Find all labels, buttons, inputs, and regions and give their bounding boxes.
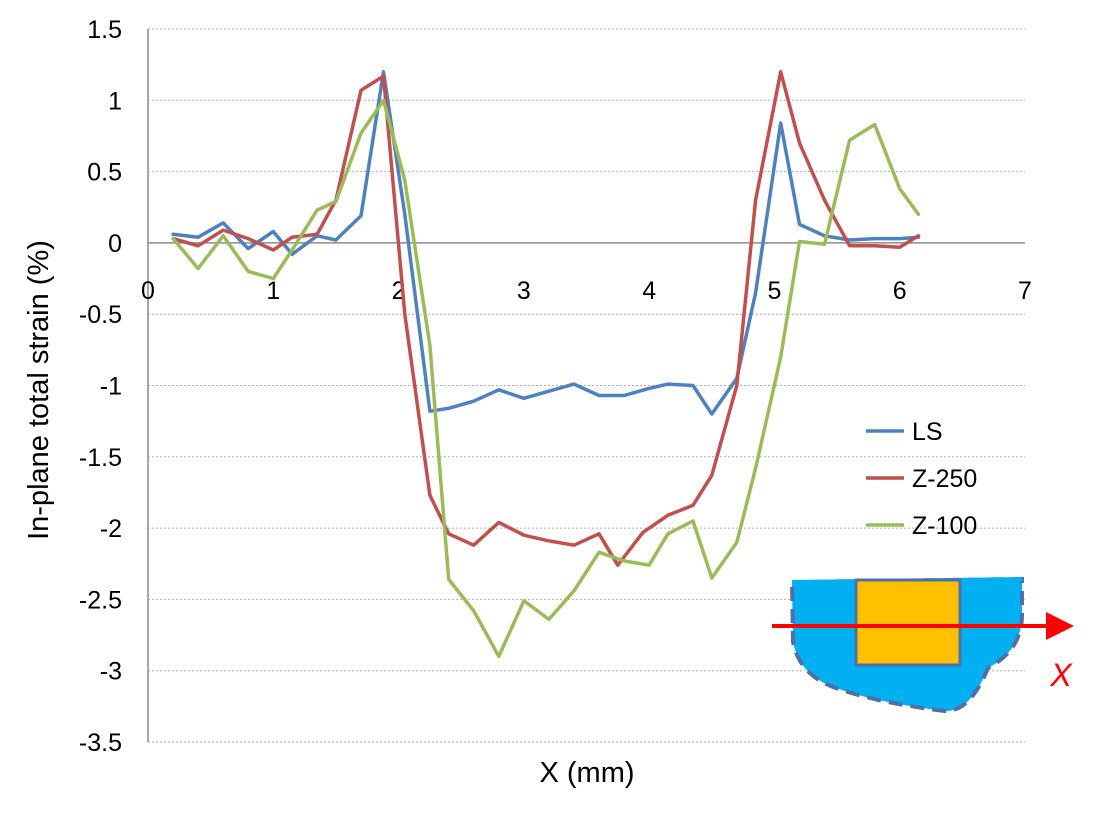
y-tick-label-3: 0 bbox=[108, 230, 122, 258]
y-axis-label: In-plane total strain (%) bbox=[23, 240, 55, 540]
y-tick-labels: 1.5 1 0.5 0 -0.5 -1 -1.5 -2 -2.5 -3 -3.5 bbox=[79, 16, 122, 757]
y-tick-label-1: 1 bbox=[108, 87, 122, 115]
specimen-core bbox=[854, 578, 962, 667]
y-tick-label-7: -2 bbox=[100, 515, 122, 543]
y-tick-label-2: 0.5 bbox=[87, 159, 122, 187]
series-line-z-250 bbox=[171, 70, 921, 567]
y-tick-label-0: 1.5 bbox=[87, 16, 122, 44]
y-tick-label-6: -1.5 bbox=[79, 444, 122, 472]
x-tick-label-4: 4 bbox=[642, 277, 656, 305]
x-tick-label-5: 5 bbox=[767, 277, 781, 305]
y-tick-label-5: -1 bbox=[100, 373, 122, 401]
legend-label-ls: LS bbox=[912, 418, 943, 446]
y-tick-label-8: -2.5 bbox=[79, 586, 122, 614]
x-tick-label-6: 6 bbox=[893, 277, 907, 305]
x-tick-label-0: 0 bbox=[141, 277, 155, 305]
arrow-head-icon bbox=[1046, 612, 1074, 640]
x-tick-label-1: 1 bbox=[266, 277, 280, 305]
series-line-ls bbox=[171, 70, 921, 416]
series-lines bbox=[171, 70, 921, 659]
legend-label-z-100: Z-100 bbox=[912, 512, 977, 540]
legend-label-z-250: Z-250 bbox=[912, 465, 977, 493]
y-tick-label-9: -3 bbox=[100, 658, 122, 686]
series-line-z-100 bbox=[171, 98, 921, 659]
x-tick-label-7: 7 bbox=[1018, 277, 1032, 305]
y-tick-label-4: -0.5 bbox=[79, 301, 122, 329]
y-tick-label-10: -3.5 bbox=[79, 729, 122, 757]
inset-axis-label: X bbox=[1049, 657, 1073, 693]
specimen-inset-diagram: X bbox=[772, 576, 1074, 714]
x-axis-label: X (mm) bbox=[539, 757, 634, 789]
axes bbox=[147, 29, 1025, 742]
legend: LS Z-250 Z-100 bbox=[866, 418, 977, 540]
x-tick-label-3: 3 bbox=[517, 277, 531, 305]
